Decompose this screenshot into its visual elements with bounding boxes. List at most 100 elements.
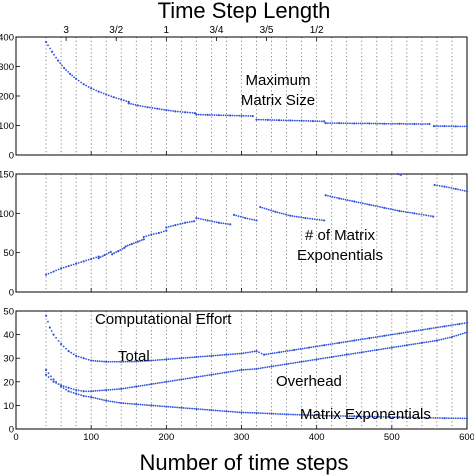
data-point [244, 368, 247, 371]
data-point [270, 365, 273, 368]
data-point [411, 123, 414, 125]
data-point [271, 352, 274, 355]
data-point [298, 119, 301, 122]
data-point [111, 400, 114, 403]
data-point [44, 373, 48, 376]
data-point [374, 122, 377, 125]
data-point [434, 326, 437, 329]
data-point [122, 99, 125, 102]
data-point [300, 413, 303, 416]
data-point [65, 386, 68, 388]
data-point [234, 411, 236, 413]
data-point [422, 214, 425, 216]
data-point [128, 402, 131, 405]
data-point [55, 380, 57, 383]
data-point [137, 385, 140, 388]
data-point [101, 255, 104, 257]
data-point [417, 329, 420, 332]
data-point [206, 219, 209, 222]
data-point [59, 62, 61, 64]
data-point [204, 355, 206, 358]
data-point [193, 376, 196, 379]
data-point [163, 108, 165, 111]
x-tick-label: 0 [13, 432, 18, 443]
data-point [242, 114, 245, 117]
data-point [160, 231, 163, 234]
data-point [201, 375, 204, 377]
data-point [132, 242, 135, 245]
data-point [446, 337, 449, 339]
data-point [211, 114, 214, 116]
data-point [267, 208, 270, 211]
data-point [227, 223, 229, 225]
data-point [292, 362, 294, 364]
data-point [80, 261, 83, 264]
data-point [107, 400, 110, 402]
data-point [216, 372, 219, 375]
data-point [402, 331, 405, 334]
data-point [295, 348, 298, 351]
data-point [275, 119, 278, 122]
data-point [376, 122, 379, 125]
data-point [148, 359, 151, 362]
data-point [379, 335, 381, 338]
data-point [300, 360, 303, 363]
data-point [131, 386, 133, 389]
data-point [461, 417, 464, 420]
data-point [342, 122, 345, 125]
data-point [69, 72, 72, 75]
data-point [302, 414, 305, 416]
top-tick-label: 3 [63, 25, 69, 36]
data-point [371, 349, 374, 352]
data-point [330, 355, 333, 359]
data-point [142, 238, 145, 241]
data-point [335, 414, 338, 417]
top-tick-label: 3/4 [209, 25, 223, 36]
data-point [326, 356, 329, 359]
data-point [132, 103, 135, 106]
data-point [380, 348, 382, 351]
data-point [60, 342, 63, 346]
series-segment-11 [433, 183, 469, 193]
data-point [282, 119, 285, 122]
data-point [369, 415, 371, 418]
data-point [457, 417, 459, 420]
data-point [208, 374, 211, 376]
data-point [165, 109, 168, 112]
data-point [390, 346, 393, 349]
y-tick-label: 30 [3, 354, 14, 365]
data-point [155, 232, 158, 235]
data-point [434, 417, 437, 419]
data-point [60, 385, 63, 388]
annotation-of-matrix: # of Matrix [305, 227, 376, 244]
data-point [200, 218, 202, 220]
data-point [186, 356, 189, 359]
series-segment-4 [324, 122, 431, 126]
data-point [438, 339, 440, 341]
data-point [180, 406, 183, 409]
series-segment-5 [165, 220, 196, 229]
data-point [176, 379, 178, 382]
data-point [90, 396, 93, 399]
data-point [167, 405, 170, 408]
data-point [457, 188, 459, 191]
data-point [321, 120, 323, 123]
data-point [63, 66, 66, 70]
data-point [413, 122, 416, 126]
data-point [311, 414, 314, 417]
y-tick-label: 0 [9, 425, 14, 436]
data-point [136, 240, 139, 243]
data-point [158, 358, 161, 361]
data-point [436, 184, 439, 187]
y-tick-label: 150 [0, 170, 14, 181]
data-point [317, 358, 320, 360]
data-point [387, 334, 390, 337]
data-point [429, 340, 432, 343]
data-point [107, 252, 110, 254]
data-point [445, 325, 448, 327]
data-point [90, 359, 93, 362]
data-point [298, 216, 300, 218]
data-point [188, 221, 191, 223]
data-point [396, 209, 399, 212]
data-point [44, 40, 48, 44]
